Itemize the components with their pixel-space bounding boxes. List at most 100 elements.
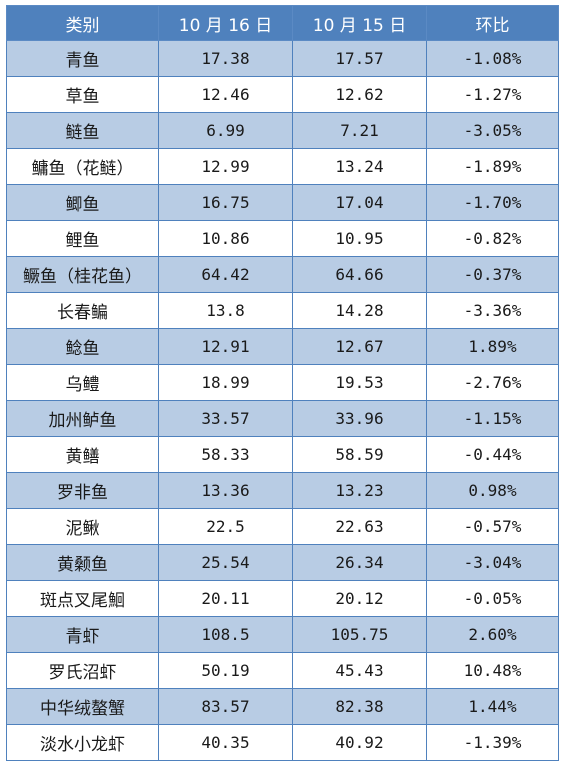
cell-oct15: 20.12 [292,580,427,617]
cell-oct15: 12.62 [292,76,427,113]
cell-oct15: 10.95 [292,220,427,257]
cell-change: 1.44% [426,688,559,725]
cell-oct16: 10.86 [158,220,293,257]
cell-change: -2.76% [426,364,559,401]
table-row: 罗氏沼虾 50.19 45.43 10.48% [6,652,559,689]
cell-category: 长春鳊 [6,292,159,329]
cell-change: 1.89% [426,328,559,365]
cell-oct16: 17.38 [158,40,293,77]
cell-category: 罗氏沼虾 [6,652,159,689]
cell-category: 鲢鱼 [6,112,159,149]
cell-oct16: 12.99 [158,148,293,185]
table-row: 鲤鱼 10.86 10.95 -0.82% [6,220,559,257]
cell-change: -1.15% [426,400,559,437]
cell-oct15: 7.21 [292,112,427,149]
cell-oct15: 40.92 [292,724,427,761]
cell-change: -1.89% [426,148,559,185]
cell-change: -0.57% [426,508,559,545]
table-row: 淡水小龙虾 40.35 40.92 -1.39% [6,724,559,761]
cell-change: -1.39% [426,724,559,761]
cell-oct15: 12.67 [292,328,427,365]
cell-oct15: 19.53 [292,364,427,401]
cell-change: -3.36% [426,292,559,329]
header-row: 类别 10 月 16 日 10 月 15 日 环比 [6,5,559,41]
cell-oct15: 58.59 [292,436,427,473]
table-row: 斑点叉尾鮰 20.11 20.12 -0.05% [6,580,559,617]
cell-category: 鲶鱼 [6,328,159,365]
table-row: 鲶鱼 12.91 12.67 1.89% [6,328,559,365]
cell-category: 青鱼 [6,40,159,77]
cell-oct16: 64.42 [158,256,293,293]
cell-oct16: 33.57 [158,400,293,437]
cell-change: -1.27% [426,76,559,113]
cell-change: -3.05% [426,112,559,149]
cell-oct15: 26.34 [292,544,427,581]
cell-change: -0.37% [426,256,559,293]
table-row: 鳜鱼（桂花鱼） 64.42 64.66 -0.37% [6,256,559,293]
table-row: 加州鲈鱼 33.57 33.96 -1.15% [6,400,559,437]
cell-oct16: 25.54 [158,544,293,581]
table-header: 类别 10 月 16 日 10 月 15 日 环比 [6,5,559,41]
cell-oct15: 82.38 [292,688,427,725]
cell-oct16: 12.91 [158,328,293,365]
cell-oct15: 14.28 [292,292,427,329]
cell-oct16: 13.8 [158,292,293,329]
cell-category: 斑点叉尾鮰 [6,580,159,617]
table-row: 罗非鱼 13.36 13.23 0.98% [6,472,559,509]
header-oct15: 10 月 15 日 [292,5,427,41]
cell-category: 草鱼 [6,76,159,113]
cell-oct15: 13.23 [292,472,427,509]
cell-oct15: 45.43 [292,652,427,689]
cell-oct16: 50.19 [158,652,293,689]
cell-oct16: 22.5 [158,508,293,545]
cell-change: -1.08% [426,40,559,77]
table-row: 中华绒螯蟹 83.57 82.38 1.44% [6,688,559,725]
cell-category: 罗非鱼 [6,472,159,509]
cell-category: 鳙鱼（花鲢） [6,148,159,185]
table-row: 泥鳅 22.5 22.63 -0.57% [6,508,559,545]
price-table: 类别 10 月 16 日 10 月 15 日 环比 青鱼 17.38 17.57 -1… [6,5,559,761]
cell-category: 中华绒螯蟹 [6,688,159,725]
cell-change: 0.98% [426,472,559,509]
header-oct16: 10 月 16 日 [158,5,293,41]
table-row: 青虾 108.5 105.75 2.60% [6,616,559,653]
cell-change: -0.44% [426,436,559,473]
table-row: 草鱼 12.46 12.62 -1.27% [6,76,559,113]
cell-oct16: 18.99 [158,364,293,401]
cell-category: 泥鳅 [6,508,159,545]
table-row: 黄鳝 58.33 58.59 -0.44% [6,436,559,473]
cell-change: 2.60% [426,616,559,653]
table-row: 鲫鱼 16.75 17.04 -1.70% [6,184,559,221]
cell-oct16: 12.46 [158,76,293,113]
table-row: 乌鳢 18.99 19.53 -2.76% [6,364,559,401]
cell-oct16: 13.36 [158,472,293,509]
cell-oct15: 64.66 [292,256,427,293]
cell-oct16: 40.35 [158,724,293,761]
table-row: 鳙鱼（花鲢） 12.99 13.24 -1.89% [6,148,559,185]
header-change: 环比 [426,5,559,41]
table-body: 青鱼 17.38 17.57 -1.08% 草鱼 12.46 12.62 -1.27% 鲢鱼 6.… [6,40,559,761]
header-category: 类别 [6,5,159,41]
table-row: 黄颡鱼 25.54 26.34 -3.04% [6,544,559,581]
price-table-container: 类别 10 月 16 日 10 月 15 日 环比 青鱼 17.38 17.57 -1… [6,5,559,761]
table-row: 长春鳊 13.8 14.28 -3.36% [6,292,559,329]
cell-oct16: 83.57 [158,688,293,725]
cell-oct16: 58.33 [158,436,293,473]
cell-oct15: 17.57 [292,40,427,77]
cell-change: -1.70% [426,184,559,221]
cell-category: 鲫鱼 [6,184,159,221]
cell-category: 淡水小龙虾 [6,724,159,761]
cell-oct15: 22.63 [292,508,427,545]
cell-category: 加州鲈鱼 [6,400,159,437]
cell-category: 鳜鱼（桂花鱼） [6,256,159,293]
cell-change: -0.82% [426,220,559,257]
cell-oct15: 17.04 [292,184,427,221]
table-row: 鲢鱼 6.99 7.21 -3.05% [6,112,559,149]
cell-category: 黄鳝 [6,436,159,473]
cell-oct16: 6.99 [158,112,293,149]
cell-oct16: 16.75 [158,184,293,221]
cell-oct15: 33.96 [292,400,427,437]
cell-category: 鲤鱼 [6,220,159,257]
cell-category: 青虾 [6,616,159,653]
table-row: 青鱼 17.38 17.57 -1.08% [6,40,559,77]
